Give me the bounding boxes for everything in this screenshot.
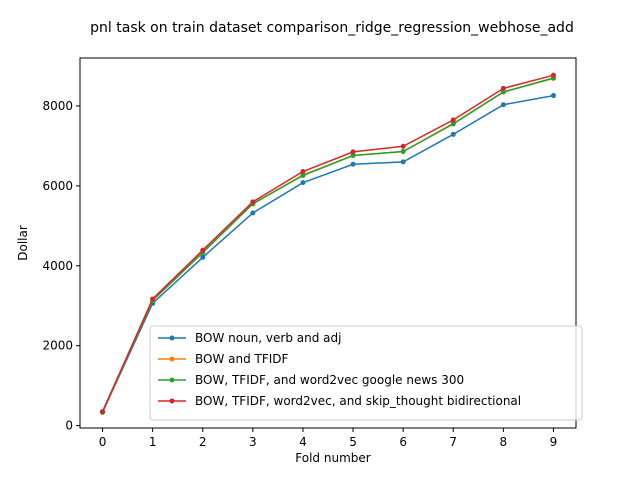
legend-label: BOW, TFIDF, word2vec, and skip_thought b… — [195, 394, 521, 408]
y-tick-label: 0 — [65, 419, 73, 433]
data-point-0-8 — [500, 102, 506, 108]
y-axis: 0 2000 4000 6000 8000 — [42, 99, 80, 433]
legend: BOW noun, verb and adj BOW and TFIDF BOW, … — [149, 325, 583, 421]
data-point-2-5 — [350, 152, 356, 158]
x-tick-label: 5 — [349, 435, 357, 449]
data-point-3-7 — [450, 117, 456, 123]
x-tick-label: 6 — [399, 435, 407, 449]
series-line-3 — [101, 74, 554, 412]
data-point-0-4 — [300, 180, 306, 186]
x-tick-label: 7 — [449, 435, 457, 449]
y-tick-label: 4000 — [42, 259, 73, 273]
legend-swatch-marker — [169, 356, 175, 362]
data-point-2-6 — [400, 148, 406, 154]
series-line-0 — [101, 94, 554, 413]
y-tick-label: 2000 — [42, 339, 73, 353]
x-axis: 0 1 2 3 4 5 6 7 8 9 — [99, 428, 558, 449]
data-point-3-9 — [550, 72, 556, 78]
chart-title: pnl task on train dataset comparison_rid… — [90, 20, 574, 36]
y-tick-label: 6000 — [42, 179, 73, 193]
data-point-2-7 — [450, 121, 456, 127]
data-point-3-0 — [100, 409, 106, 415]
data-point-2-8 — [500, 89, 506, 95]
data-point-3-8 — [500, 85, 506, 91]
data-point-3-2 — [200, 247, 206, 253]
data-point-0-7 — [450, 131, 456, 137]
y-tick-label: 8000 — [42, 99, 73, 113]
legend-label: BOW noun, verb and adj — [195, 331, 341, 345]
data-point-3-6 — [400, 143, 406, 149]
data-point-3-5 — [350, 149, 356, 155]
x-tick-label: 1 — [149, 435, 157, 449]
data-point-3-4 — [300, 168, 306, 174]
data-point-0-5 — [350, 161, 356, 167]
legend-box — [149, 325, 583, 421]
x-axis-label: Fold number — [295, 451, 370, 465]
plot-frame — [79, 57, 577, 429]
y-axis-label: Dollar — [16, 225, 30, 261]
data-point-0-2 — [200, 254, 206, 260]
x-tick-label: 4 — [299, 435, 307, 449]
x-tick-label: 9 — [550, 435, 558, 449]
x-tick-label: 2 — [199, 435, 207, 449]
legend-swatch-marker — [169, 377, 175, 383]
data-point-0-9 — [550, 93, 556, 99]
x-tick-label: 0 — [99, 435, 107, 449]
x-tick-label: 8 — [500, 435, 508, 449]
data-point-0-6 — [400, 159, 406, 165]
legend-swatch-marker — [169, 335, 175, 341]
legend-swatch-marker — [169, 398, 175, 404]
series-layer — [100, 72, 556, 415]
series-line-2 — [101, 77, 554, 413]
x-tick-label: 3 — [249, 435, 257, 449]
data-point-0-3 — [250, 210, 256, 216]
data-point-3-1 — [150, 296, 156, 302]
legend-label: BOW and TFIDF — [195, 352, 289, 366]
legend-label: BOW, TFIDF, and word2vec google news 300 — [195, 373, 464, 387]
data-point-3-3 — [250, 199, 256, 205]
data-point-2-4 — [300, 172, 306, 178]
